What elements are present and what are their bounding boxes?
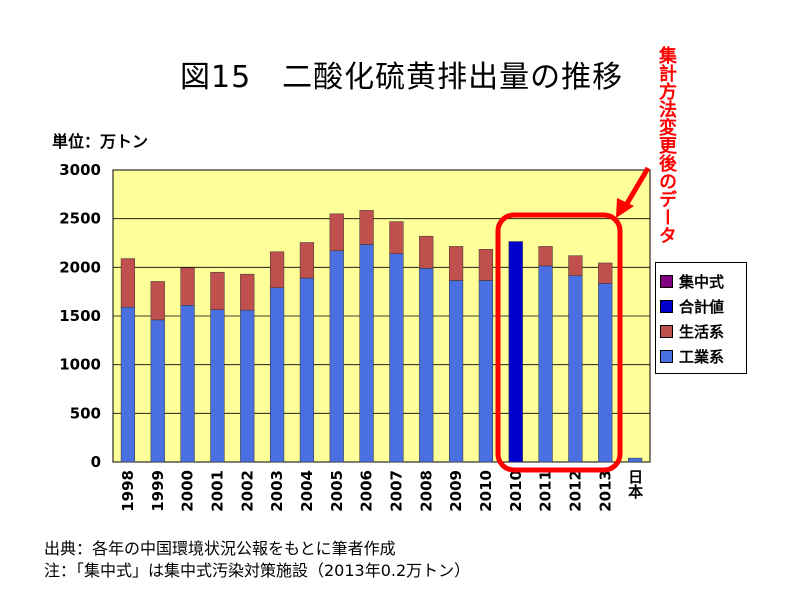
method-change-annotation: 集計方法変更後のデータ xyxy=(656,46,677,244)
y-tick-label: 1000 xyxy=(59,356,101,374)
bar-segment-domestic xyxy=(329,213,344,252)
bar-segment-industrial xyxy=(180,305,195,463)
bar-segment-industrial xyxy=(359,244,374,463)
x-axis: 1998 1999 2000 2001 2002 2003 2004 2005 2006 2007… xyxy=(119,469,644,512)
bar-segment-industrial xyxy=(299,277,315,463)
x-tick-label: 2006 xyxy=(358,470,376,512)
legend-swatch xyxy=(660,350,673,363)
bar-segment-domestic xyxy=(359,210,374,245)
bar-segment-industrial xyxy=(240,309,255,463)
bar-segment-domestic xyxy=(598,262,613,284)
legend-label: 生活系 xyxy=(679,323,725,341)
x-tick-label: 2010 xyxy=(507,470,525,512)
bar-segment-domestic xyxy=(538,246,553,267)
centralized-note: 注：「集中式」は集中式汚染対策施設（2013年0.2万トン） xyxy=(44,561,471,580)
y-tick-label: 1500 xyxy=(59,307,101,325)
bars xyxy=(120,210,643,463)
bar-segment-industrial xyxy=(448,280,464,463)
bar-segment-industrial xyxy=(210,309,225,463)
legend-label: 集中式 xyxy=(679,273,725,291)
legend-item-industrial: 工業系 xyxy=(660,344,742,369)
legend-item-domestic: 生活系 xyxy=(660,319,742,344)
bar-segment-domestic xyxy=(478,249,494,281)
bar-segment-industrial xyxy=(150,319,165,463)
bar-segment-domestic xyxy=(150,281,165,321)
legend-swatch xyxy=(660,275,673,288)
bar-segment-industrial xyxy=(419,268,434,463)
bar-segment-domestic xyxy=(299,242,315,279)
legend-label: 工業系 xyxy=(679,348,725,366)
bar-segment-domestic xyxy=(269,251,285,289)
chart-title: 図15 二酸化硫黄排出量の推移 xyxy=(180,60,624,95)
x-tick-label: 2005 xyxy=(328,470,346,512)
arrow-icon xyxy=(616,166,651,218)
bar-segment-industrial xyxy=(538,265,553,463)
x-tick-label: 2003 xyxy=(268,470,286,512)
highlight-box xyxy=(495,212,623,473)
footnotes: 出典：各年の中国環境状況公報をもとに筆者作成 注：「集中式」は集中式汚染対策施設… xyxy=(44,538,470,582)
x-tick-label: 2009 xyxy=(447,470,465,512)
bar-segment-domestic xyxy=(448,246,464,281)
legend-swatch xyxy=(660,325,673,338)
bar-segment-industrial xyxy=(598,283,613,463)
bar-segment-domestic xyxy=(568,255,583,276)
x-tick-label: 2013 xyxy=(596,470,614,512)
legend: 集中式 合計値 生活系 工業系 xyxy=(655,262,747,374)
legend-label: 合計値 xyxy=(679,298,725,316)
unit-label: 単位：万トン xyxy=(52,132,149,151)
y-tick-label: 2500 xyxy=(59,210,101,228)
legend-swatch xyxy=(660,300,673,313)
y-tick-label: 2000 xyxy=(59,258,101,276)
x-tick-label: 2012 xyxy=(566,470,584,512)
bar-segment-industrial xyxy=(627,457,643,463)
bar-segment-domestic xyxy=(389,221,404,254)
x-tick-label: 2000 xyxy=(179,470,197,512)
x-tick-label: 2007 xyxy=(387,470,405,512)
bar-segment-industrial xyxy=(329,250,344,463)
x-tick-label: 日本 xyxy=(626,469,644,500)
x-tick-label: 1998 xyxy=(119,470,137,512)
gridlines xyxy=(113,218,650,414)
legend-item-total: 合計値 xyxy=(660,294,742,319)
x-tick-label: 2004 xyxy=(298,470,316,512)
x-tick-label: 1999 xyxy=(149,470,167,512)
bar-segment-domestic xyxy=(180,267,195,306)
bar-segment-industrial xyxy=(120,306,136,463)
source-note: 出典：各年の中国環境状況公報をもとに筆者作成 xyxy=(44,539,396,558)
bar-segment-domestic xyxy=(120,258,136,308)
y-tick-label: 500 xyxy=(70,404,101,422)
bar-segment-total xyxy=(508,241,523,463)
y-axis: 0 500 1000 1500 2000 2500 3000 xyxy=(59,161,101,471)
y-tick-label: 3000 xyxy=(59,161,101,179)
x-tick-label: 2008 xyxy=(417,470,435,512)
legend-item-centralized: 集中式 xyxy=(660,269,742,294)
bar-segment-domestic xyxy=(419,235,434,269)
bar-segment-industrial xyxy=(389,253,404,463)
bar-segment-domestic xyxy=(210,271,225,310)
x-tick-label: 2010 xyxy=(477,470,495,512)
x-tick-label: 2001 xyxy=(208,470,226,512)
bar-segment-industrial xyxy=(478,280,494,463)
x-tick-label: 2002 xyxy=(238,470,256,512)
bar-segment-domestic xyxy=(240,273,255,311)
bar-segment-industrial xyxy=(568,275,583,463)
x-tick-label: 2011 xyxy=(537,470,555,512)
bar-segment-industrial xyxy=(269,287,285,463)
y-tick-label: 0 xyxy=(91,453,101,471)
